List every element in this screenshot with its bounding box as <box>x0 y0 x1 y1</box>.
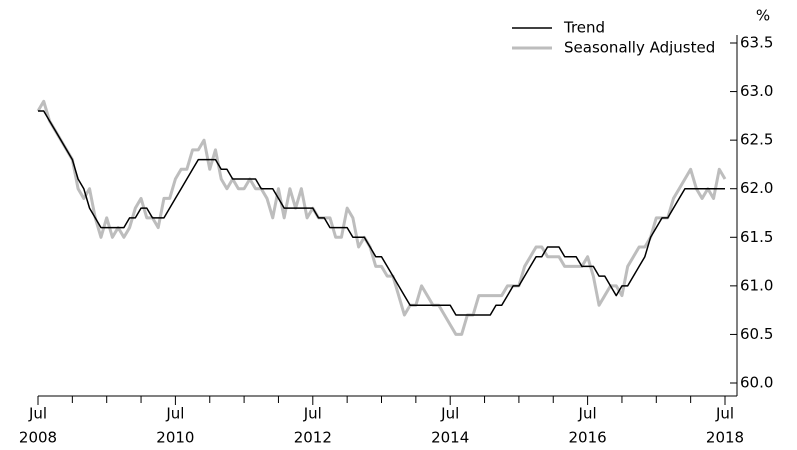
y-tick-label: 61.5 <box>740 228 773 246</box>
x-tick-label: 2012 <box>294 429 332 447</box>
x-tick-label: Jul <box>715 405 734 423</box>
x-tick-label: Jul <box>165 405 184 423</box>
x-tick-label: Jul <box>303 405 322 423</box>
y-unit: % <box>756 7 770 25</box>
y-tick-label: 61.0 <box>740 276 773 294</box>
legend-label: Seasonally Adjusted <box>564 39 715 57</box>
y-tick-label: 62.0 <box>740 179 773 197</box>
series-line <box>36 99 727 336</box>
x-tick-label: 2016 <box>569 429 607 447</box>
y-tick-label: 60.0 <box>740 374 773 392</box>
legend-label: Trend <box>563 19 605 37</box>
y-tick-label: 62.5 <box>740 131 773 149</box>
y-tick-label: 63.5 <box>740 34 773 52</box>
x-tick-label: Jul <box>28 405 47 423</box>
x-tick-label: 2018 <box>706 429 744 447</box>
x-tick-label: Jul <box>578 405 597 423</box>
y-tick-label: 63.0 <box>740 82 773 100</box>
series-line <box>38 110 725 316</box>
x-tick-label: 2014 <box>431 429 469 447</box>
x-tick-label: 2010 <box>156 429 194 447</box>
x-tick-label: 2008 <box>19 429 57 447</box>
x-tick-label: Jul <box>440 405 459 423</box>
y-tick-label: 60.5 <box>740 325 773 343</box>
